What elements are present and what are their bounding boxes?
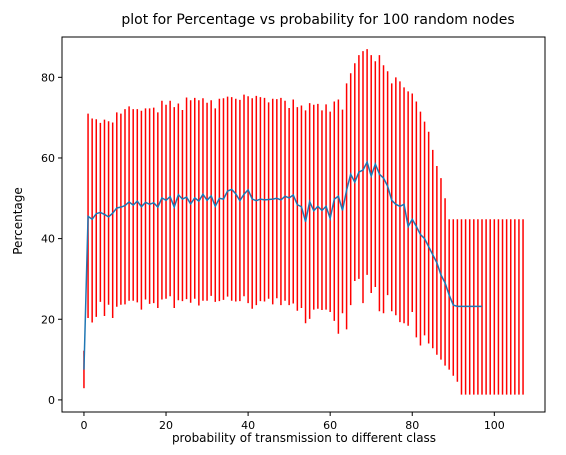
x-tick-label: 100 <box>484 419 505 432</box>
plot-frame <box>61 36 546 413</box>
x-axis-label: probability of transmission to different… <box>172 431 436 445</box>
y-axis-label: Percentage <box>11 187 25 255</box>
x-tick-label: 0 <box>80 419 87 432</box>
y-tick-label: 20 <box>41 313 55 326</box>
y-tick-label: 0 <box>48 394 55 407</box>
x-tick-label: 60 <box>323 419 337 432</box>
error-bars <box>83 49 524 395</box>
chart-title: plot for Percentage vs probability for 1… <box>121 12 514 28</box>
y-tick-label: 60 <box>41 152 55 165</box>
y-axis-ticks: 0 20 40 60 80 <box>41 71 62 407</box>
x-tick-label: 20 <box>159 419 173 432</box>
x-tick-label: 80 <box>405 419 419 432</box>
y-tick-label: 80 <box>41 71 55 84</box>
x-axis-ticks: 0 20 40 60 80 100 <box>80 412 505 432</box>
y-tick-label: 40 <box>41 233 55 246</box>
mean-line <box>83 159 483 370</box>
x-tick-label: 40 <box>241 419 255 432</box>
